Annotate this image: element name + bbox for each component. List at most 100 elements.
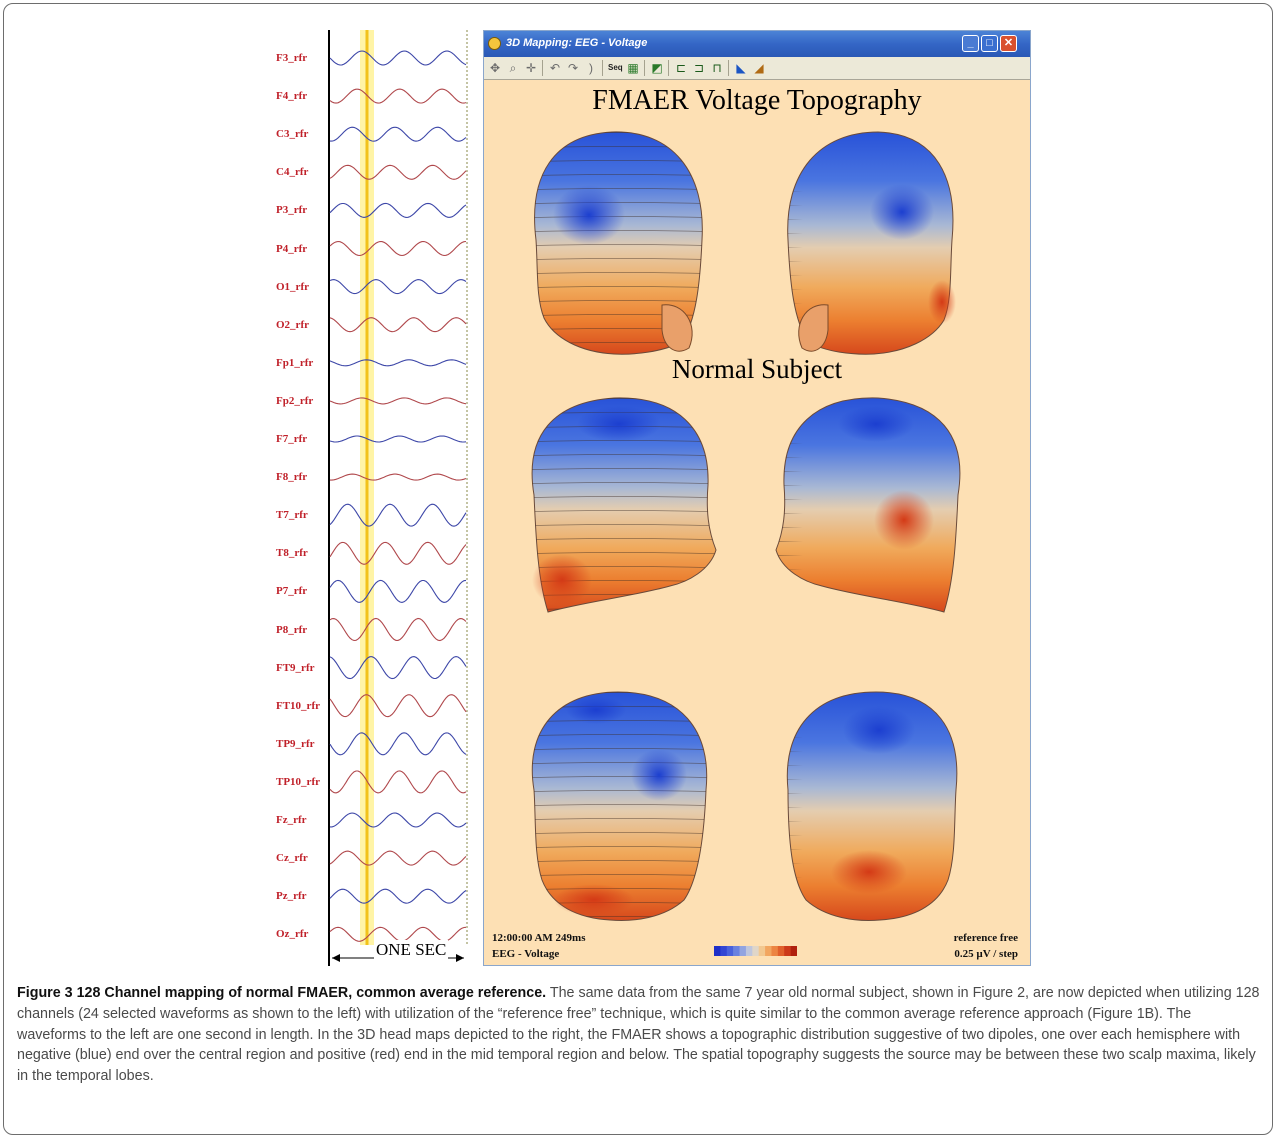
channel-label: Cz_rfr <box>276 852 308 865</box>
waveform-trace <box>329 617 467 642</box>
toolbar-separator <box>728 60 729 76</box>
color-scale-swatch <box>777 946 785 956</box>
color-map-icon[interactable]: ◢ <box>754 61 764 75</box>
layout-2-icon[interactable]: ⊐ <box>693 61 705 75</box>
waveform-trace <box>330 812 467 828</box>
close-button[interactable]: ✕ <box>1000 35 1017 52</box>
paint-icon[interactable]: ◩ <box>651 61 663 75</box>
channel-label: Fz_rfr <box>276 814 307 826</box>
color-scale-swatch <box>720 946 728 956</box>
mapping-window: 3D Mapping: EEG - Voltage _ □ ✕ ✥ ⌕ ✛ ↶ … <box>483 30 1031 966</box>
waveform-trace <box>329 770 467 794</box>
color-scale-swatch <box>733 946 740 956</box>
waveform-trace <box>329 579 467 603</box>
color-scale-swatch <box>771 946 779 956</box>
color-scale-swatch <box>726 946 734 956</box>
channel-label: TP9_rfr <box>276 737 315 750</box>
waveform-trace <box>329 50 467 66</box>
waveform-traces <box>329 50 467 942</box>
caption-title: Figure 3 128 Channel mapping of normal F… <box>17 985 547 1001</box>
waveform-trace <box>329 503 467 527</box>
toolbar-separator <box>644 60 645 76</box>
toolbar-separator <box>602 60 603 76</box>
waveform-trace <box>329 397 467 405</box>
waveform-panel: F3_rfr F4_rfr C3_rfr C4_rfr P3_rfr P4_rfr O1_r… <box>270 30 480 966</box>
head-map-middle-right <box>775 397 961 613</box>
color-scale-swatch <box>714 946 721 956</box>
window-titlebar[interactable]: 3D Mapping: EEG - Voltage _ □ ✕ <box>484 31 1030 57</box>
channel-label: F3_rfr <box>276 52 308 64</box>
channel-label: F4_rfr <box>276 90 308 103</box>
toolbar: ✥ ⌕ ✛ ↶ ↷ ) Seq ▦ ◩ ⊏ ⊐ ⊓ ◣ ◢ <box>484 57 1030 80</box>
grid-icon[interactable]: ▦ <box>627 61 639 75</box>
channel-label: FT10_rfr <box>276 699 320 712</box>
waveform-trace <box>329 240 467 257</box>
footer-step: 0.25 µV / step <box>954 948 1018 960</box>
channel-label: F7_rfr <box>276 433 308 445</box>
channel-label: Pz_rfr <box>276 890 307 903</box>
color-scale-bar <box>714 946 797 956</box>
waveform-trace <box>329 850 467 866</box>
layout-1-icon[interactable]: ⊏ <box>675 61 687 75</box>
channel-label: Fp2_rfr <box>276 394 314 407</box>
head-map-bottom-right <box>786 691 958 921</box>
map-area: FMAER Voltage Topography Normal Subject <box>484 80 1030 965</box>
channel-label: P4_rfr <box>276 242 308 255</box>
channel-label: T7_rfr <box>276 509 308 522</box>
app-icon <box>488 37 501 50</box>
waveform-trace <box>329 88 467 104</box>
rotate-right-icon[interactable]: ↷ <box>567 61 579 75</box>
channel-label: O2_rfr <box>276 318 309 331</box>
waveform-trace <box>329 359 467 367</box>
waveform-trace <box>329 541 467 565</box>
minimize-icon: _ <box>967 37 974 49</box>
figure-caption: Figure 3 128 Channel mapping of normal F… <box>17 983 1262 1087</box>
channel-label: P3_rfr <box>276 204 308 217</box>
waveform-trace <box>329 732 467 756</box>
toolbar-separator <box>542 60 543 76</box>
channel-label: O1_rfr <box>276 280 309 293</box>
window-title: 3D Mapping: EEG - Voltage <box>506 37 648 49</box>
footer-reference: reference free <box>953 932 1018 944</box>
scale-label: ONE SEC <box>374 940 449 960</box>
channel-label: C4_rfr <box>276 166 309 179</box>
waveform-trace <box>329 317 467 333</box>
color-scale-swatch <box>758 946 766 956</box>
close-icon: ✕ <box>1003 37 1014 49</box>
waveform-trace <box>329 656 467 680</box>
head-map-top-left <box>534 131 703 355</box>
color-scale-swatch <box>752 946 759 956</box>
rotate-left-icon[interactable]: ↶ <box>549 61 561 75</box>
waveform-trace <box>330 126 467 142</box>
scale-arrow-left-head <box>332 954 340 962</box>
color-scale-swatch <box>784 946 791 956</box>
footer-time: 12:00:00 AM 249ms <box>492 932 586 944</box>
color-scale-swatch <box>745 946 753 956</box>
channel-label: TP10_rfr <box>276 775 320 788</box>
channel-label: FT9_rfr <box>276 661 315 674</box>
head-maps <box>531 131 961 921</box>
zoom-icon[interactable]: ⌕ <box>509 61 517 75</box>
layout-3-icon[interactable]: ⊓ <box>712 61 722 75</box>
waveform-trace <box>330 473 467 481</box>
sequence-icon[interactable]: Seq <box>608 63 623 72</box>
waveform-trace <box>329 435 467 443</box>
channel-label: T8_rfr <box>276 547 308 560</box>
channel-label: F8_rfr <box>276 471 308 484</box>
maximize-button[interactable]: □ <box>981 35 998 52</box>
waveform-trace <box>329 888 467 904</box>
channel-label: Oz_rfr <box>276 928 309 941</box>
color-scale-swatch <box>790 946 797 956</box>
channel-label: Fp1_rfr <box>276 356 314 369</box>
head-map-middle-left <box>531 397 717 613</box>
subject-label: Normal Subject <box>671 354 843 384</box>
rotate-icon[interactable]: ) <box>589 61 593 75</box>
move-icon[interactable]: ✥ <box>489 61 501 75</box>
head-view-icon[interactable]: ◣ <box>736 61 746 75</box>
minimize-button[interactable]: _ <box>962 35 979 52</box>
channel-label: C3_rfr <box>276 128 309 141</box>
head-map-top-right <box>787 131 956 355</box>
pan-icon[interactable]: ✛ <box>525 61 537 75</box>
head-map-bottom-left <box>531 691 708 921</box>
maximize-icon: □ <box>986 37 993 49</box>
